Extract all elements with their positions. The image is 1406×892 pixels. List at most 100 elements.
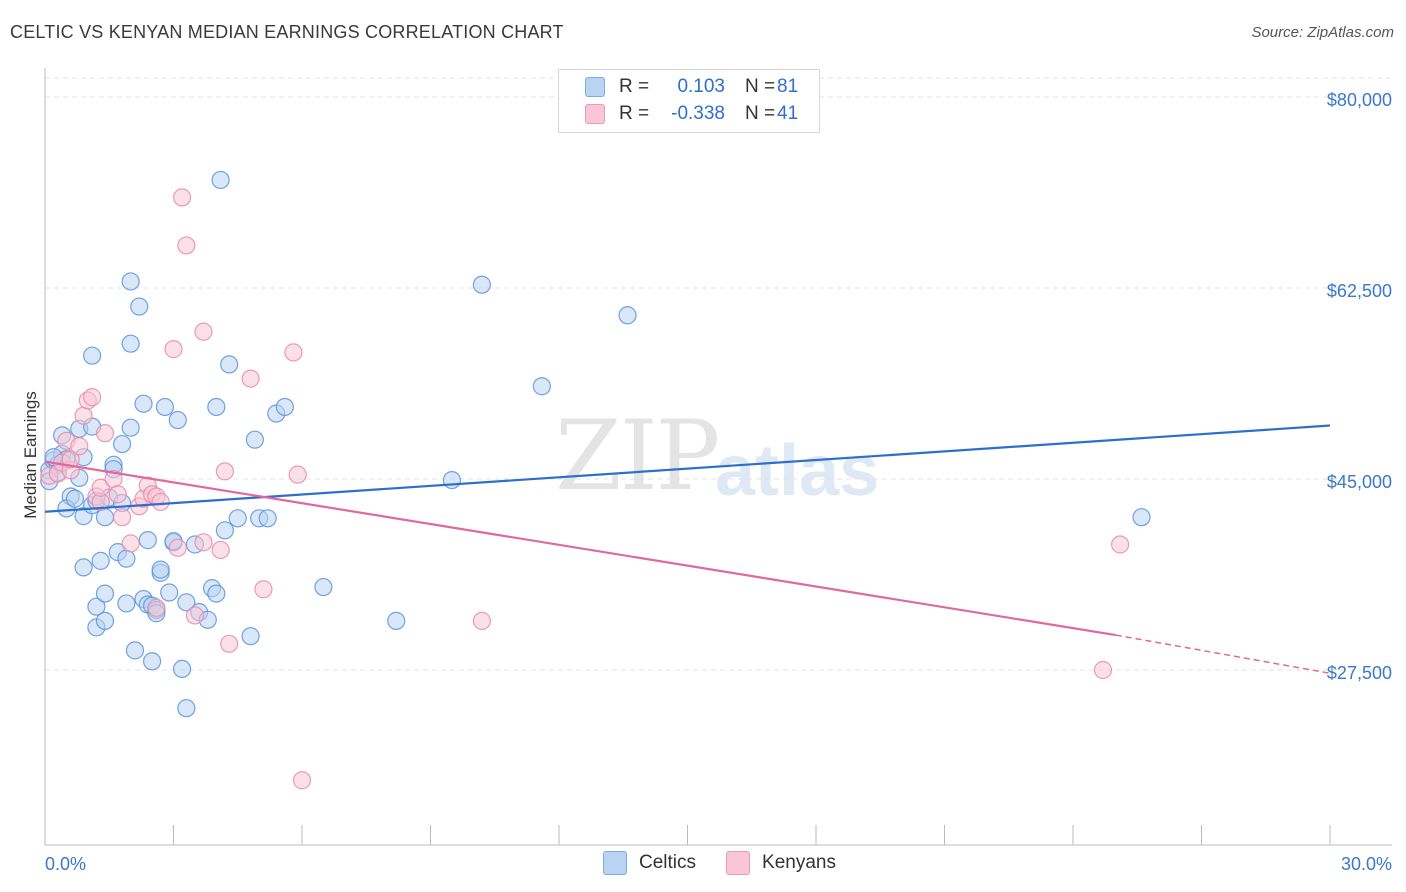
data-point-celtics <box>125 641 145 660</box>
axis-labels: $27,500 $45,000 $62,500 $80,000 0.0% 30.0% Med… <box>21 90 1392 874</box>
data-point-kenyans <box>288 465 307 484</box>
legend-n-label: N = <box>745 76 776 97</box>
data-point-celtics <box>211 170 230 190</box>
data-point-kenyans <box>1111 535 1130 554</box>
data-point-kenyans <box>83 388 102 407</box>
data-point-kenyans <box>215 462 234 481</box>
source-label: Source: ZipAtlas.com <box>1251 24 1394 41</box>
legend-r-label: R = <box>619 76 650 97</box>
data-point-celtics <box>112 434 132 454</box>
data-point-celtics <box>155 397 175 417</box>
y-tick-label: $62,500 <box>1327 281 1392 301</box>
data-point-kenyans <box>241 369 260 388</box>
data-point-celtics <box>65 489 85 508</box>
data-point-kenyans <box>472 611 491 630</box>
data-point-kenyans <box>254 580 273 599</box>
data-point-celtics <box>275 397 294 417</box>
data-point-celtics <box>172 659 192 679</box>
data-point-celtics <box>215 521 234 540</box>
data-point-kenyans <box>211 540 230 560</box>
data-point-kenyans <box>194 322 213 341</box>
trend-extension-kenyans <box>1115 634 1331 675</box>
data-point-celtics <box>532 377 551 396</box>
legend-row-kenyans: R = -0.338 N = 41 <box>585 101 798 127</box>
data-point-celtics <box>74 558 93 577</box>
data-point-celtics <box>117 594 136 613</box>
watermark-atlas: atlas <box>715 431 880 511</box>
data-point-celtics <box>245 430 264 449</box>
data-point-celtics <box>241 627 260 646</box>
data-point-celtics <box>1132 508 1151 527</box>
data-point-kenyans <box>61 450 80 469</box>
data-point-celtics <box>87 597 106 616</box>
data-point-kenyans <box>1093 660 1113 680</box>
legend-n-label: N = <box>745 103 776 124</box>
data-point-kenyans <box>147 598 166 617</box>
data-point-celtics <box>618 306 637 325</box>
legend-r-label: R = <box>619 103 650 124</box>
data-point-celtics <box>168 410 187 430</box>
chart-title: CELTIC VS KENYAN MEDIAN EARNINGS CORRELA… <box>10 22 564 42</box>
data-point-celtics <box>160 583 179 602</box>
data-point-celtics <box>121 272 140 291</box>
data-point-celtics <box>177 593 196 612</box>
series-swatch-celtics <box>603 851 627 875</box>
data-point-celtics <box>207 397 226 417</box>
data-point-celtics <box>138 531 157 550</box>
legend-r-value: -0.338 <box>671 103 725 124</box>
data-point-celtics <box>117 549 136 568</box>
legend-swatch-celtics <box>585 77 605 97</box>
x-tick-label-end: 30.0% <box>1341 854 1392 874</box>
y-tick-label: $45,000 <box>1327 472 1392 492</box>
y-axis-title: Median Earnings <box>21 391 40 519</box>
data-point-celtics <box>121 334 140 353</box>
data-points <box>40 170 1151 790</box>
series-legend: Celtics Kenyans <box>603 851 866 875</box>
series-label-kenyans: Kenyans <box>762 852 836 873</box>
legend-row-celtics: R = 0.103 N = 81 <box>585 74 798 100</box>
axes <box>44 68 1392 846</box>
data-point-celtics <box>130 297 149 316</box>
data-point-celtics <box>95 508 115 527</box>
data-point-celtics <box>121 418 140 437</box>
legend-swatch-kenyans <box>585 104 605 124</box>
data-point-kenyans <box>284 343 303 362</box>
data-point-celtics <box>228 509 247 528</box>
correlation-legend: R = 0.103 N = 81 R = -0.338 N = 41 <box>558 69 820 133</box>
series-legend-kenyans[interactable]: Kenyans <box>726 851 836 875</box>
data-point-celtics <box>83 346 102 365</box>
data-point-kenyans <box>95 424 115 443</box>
data-point-kenyans <box>168 538 187 557</box>
data-point-kenyans <box>185 606 205 625</box>
legend-n-value: 41 <box>777 103 799 124</box>
series-swatch-kenyans <box>726 851 751 875</box>
data-point-celtics <box>134 394 153 413</box>
data-point-celtics <box>387 611 406 630</box>
data-point-kenyans <box>91 478 110 497</box>
trend-line-kenyans <box>44 460 1117 637</box>
data-point-celtics <box>151 560 170 579</box>
x-tick-label-start: 0.0% <box>45 854 86 874</box>
data-point-celtics <box>220 355 239 374</box>
data-point-kenyans <box>74 406 93 425</box>
series-kenyans <box>40 188 1130 790</box>
legend-r-value: 0.103 <box>677 76 725 97</box>
data-point-kenyans <box>108 485 127 504</box>
data-point-celtics <box>95 611 115 630</box>
series-legend-celtics[interactable]: Celtics <box>603 851 696 875</box>
data-point-kenyans <box>112 508 132 527</box>
watermark-zip: ZIP <box>555 400 720 512</box>
data-point-celtics <box>91 551 110 570</box>
trend-lines <box>44 424 1331 675</box>
trend-line-celtics <box>44 424 1331 513</box>
data-point-kenyans <box>164 340 183 359</box>
legend-n-value: 81 <box>777 76 799 97</box>
data-point-celtics <box>314 577 333 597</box>
y-tick-label: $27,500 <box>1327 663 1392 683</box>
data-point-kenyans <box>292 771 312 790</box>
data-point-celtics <box>207 584 226 603</box>
data-point-kenyans <box>121 534 140 553</box>
series-celtics <box>40 170 1151 718</box>
data-point-celtics <box>95 584 115 603</box>
